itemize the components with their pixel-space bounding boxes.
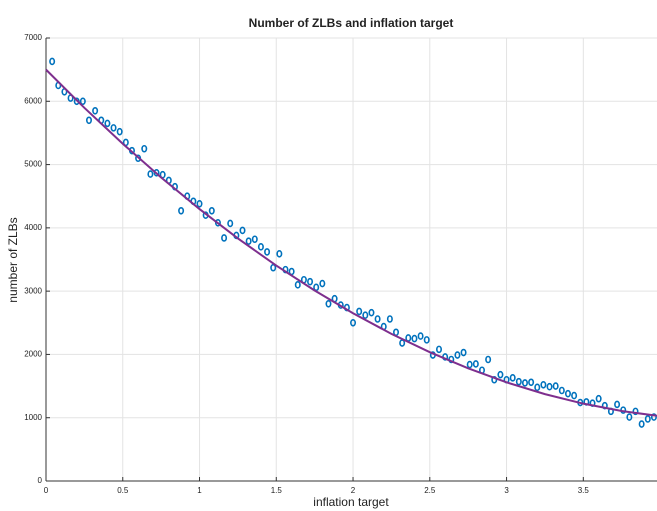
- scatter-point: [245, 237, 252, 245]
- scatter-point: [564, 389, 571, 398]
- scatter-point: [294, 281, 301, 289]
- scatter-point: [362, 311, 369, 319]
- scatter-point: [497, 370, 504, 379]
- scatter-point: [485, 355, 492, 364]
- scatter-point: [540, 381, 547, 389]
- scatter-point: [214, 218, 221, 227]
- scatter-point: [147, 170, 154, 178]
- scatter-point: [350, 318, 357, 327]
- scatter-point: [239, 226, 246, 235]
- x-axis-label: inflation target: [313, 495, 389, 509]
- scatter-point: [264, 248, 271, 256]
- scatter-point: [644, 415, 651, 423]
- scatter-point: [491, 375, 498, 384]
- scatter-point: [423, 336, 430, 344]
- scatter-point: [49, 57, 56, 66]
- scatter-point: [208, 206, 215, 215]
- y-tick-label: 6000: [24, 96, 42, 105]
- scatter-point: [141, 144, 148, 153]
- scatter-point: [466, 360, 473, 369]
- scatter-point: [571, 391, 578, 400]
- scatter-point: [515, 377, 522, 386]
- scatter-point: [368, 308, 375, 317]
- x-tick-label: 1: [197, 486, 202, 495]
- scatter-point: [558, 386, 565, 395]
- scatter-point: [509, 374, 516, 382]
- y-tick-label: 0: [38, 476, 43, 485]
- x-tick-label: 2.5: [424, 486, 436, 495]
- scatter-point: [546, 382, 553, 391]
- scatter-point: [595, 394, 602, 403]
- scatter-point: [614, 400, 621, 409]
- scatter-point: [632, 407, 639, 416]
- scatter-point: [436, 345, 443, 354]
- chart-title: Number of ZLBs and inflation target: [249, 16, 454, 30]
- scatter-point: [221, 234, 228, 242]
- scatter-point: [552, 382, 559, 390]
- scatter-point: [534, 383, 541, 392]
- scatter-point: [325, 299, 332, 308]
- y-tick-label: 2000: [24, 350, 42, 359]
- scatter-point: [460, 348, 467, 357]
- x-tick-label: 2: [351, 486, 356, 495]
- scatter-point: [104, 119, 111, 128]
- scatter-point: [110, 124, 117, 132]
- scatter-point: [257, 243, 264, 251]
- scatter-point: [276, 250, 283, 258]
- scatter-point: [92, 106, 99, 115]
- y-tick-label: 4000: [24, 223, 42, 232]
- scatter-point: [356, 307, 363, 316]
- scatter-point: [386, 315, 393, 323]
- x-tick-label: 3: [504, 486, 509, 495]
- y-tick-label: 3000: [24, 286, 42, 295]
- scatter-point: [227, 219, 234, 228]
- y-tick-label: 1000: [24, 413, 42, 422]
- scatter-point: [270, 263, 277, 272]
- scatter-point: [79, 97, 86, 106]
- scatter-point: [417, 332, 424, 340]
- x-tick-label: 0: [44, 486, 49, 495]
- scatter-point: [454, 351, 461, 359]
- y-tick-label: 5000: [24, 160, 42, 169]
- scatter-point: [472, 360, 479, 368]
- scatter-point: [528, 378, 535, 387]
- scatter-point: [399, 339, 406, 347]
- scatter-point: [196, 200, 203, 208]
- scatter-point: [178, 206, 185, 215]
- scatter-point: [319, 279, 326, 288]
- scatter-point: [411, 334, 418, 343]
- x-tick-label: 3.5: [578, 486, 590, 495]
- scatter-point: [251, 235, 258, 244]
- scatter-point: [307, 277, 314, 286]
- scatter-point: [521, 379, 528, 387]
- scatter-point: [85, 116, 92, 125]
- scatter-point: [650, 413, 657, 421]
- x-tick-label: 1.5: [271, 486, 283, 495]
- y-axis-label: number of ZLBs: [6, 217, 20, 302]
- scatter-point: [374, 315, 381, 323]
- y-tick-label: 7000: [24, 33, 42, 42]
- x-tick-label: 0.5: [117, 486, 129, 495]
- scatter-point: [116, 127, 123, 136]
- fit-line: [45, 68, 657, 417]
- scatter-point: [638, 420, 645, 428]
- scatter-point: [626, 413, 633, 421]
- scatter-point: [405, 334, 412, 342]
